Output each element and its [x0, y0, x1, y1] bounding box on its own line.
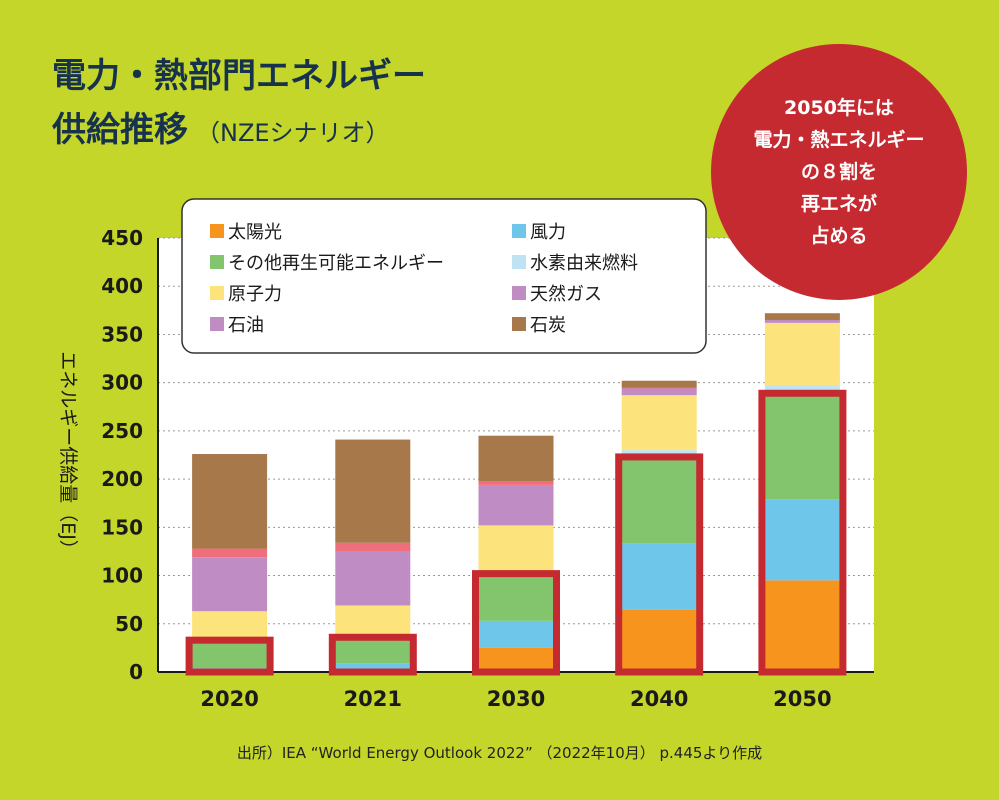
x-tick-label: 2020 — [200, 687, 258, 711]
legend-swatch — [210, 224, 224, 238]
bar-segment — [335, 542, 411, 552]
bar-segment — [478, 573, 554, 621]
bar-segment — [621, 609, 697, 672]
bar-segment — [335, 605, 411, 638]
renewable-highlight-box — [758, 389, 847, 676]
y-tick-label: 250 — [101, 419, 143, 443]
bar-segment — [764, 499, 840, 581]
bar-segment — [621, 543, 697, 610]
x-tick-label: 2030 — [487, 687, 545, 711]
y-tick-label: 150 — [101, 515, 143, 539]
bar-segment — [764, 393, 840, 500]
source-note: 出所）IEA “World Energy Outlook 2022” （2022… — [236, 744, 763, 762]
x-tick-label: 2021 — [344, 687, 402, 711]
legend-label: 水素由来燃料 — [530, 253, 638, 274]
bar-segment — [192, 557, 268, 612]
y-tick-label: 200 — [101, 467, 143, 491]
legend-label: 風力 — [530, 222, 566, 243]
y-tick-label: 450 — [101, 226, 143, 250]
renewable-highlight-box — [185, 636, 274, 676]
bar-segment — [764, 319, 840, 323]
bar-segment — [764, 313, 840, 320]
bar-segment — [335, 551, 411, 606]
legend-label: その他再生可能エネルギー — [228, 253, 444, 274]
bar-segment — [478, 647, 554, 672]
callout-badge-text: 2050年には 電力・熱エネルギー の８割を 再エネが 占める — [753, 97, 925, 247]
chart-title-line1: 電力・熱部門エネルギー — [52, 56, 426, 96]
legend-label: 天然ガス — [530, 284, 602, 305]
bar-segment — [478, 484, 554, 526]
legend-swatch — [512, 317, 526, 331]
y-tick-label: 0 — [129, 660, 143, 684]
y-tick-label: 100 — [101, 564, 143, 588]
y-tick-label: 50 — [115, 612, 143, 636]
bar-segment — [621, 395, 697, 451]
bar-segment — [764, 580, 840, 672]
chart-title-line2: 供給推移 （NZEシナリオ） — [52, 102, 390, 151]
legend-box — [181, 198, 707, 354]
bar-segment — [621, 388, 697, 396]
renewable-highlight-box — [615, 453, 704, 676]
renewable-highlight-box — [472, 570, 560, 676]
legend-swatch — [210, 286, 224, 300]
bar-segment — [621, 380, 697, 388]
bar-segment — [192, 454, 268, 549]
bar-segment — [478, 435, 554, 482]
bar-segment — [478, 525, 554, 574]
bar-segment — [335, 663, 411, 671]
bar-segment — [621, 456, 697, 544]
legend-swatch — [512, 255, 526, 269]
renewable-highlight-box — [328, 633, 417, 676]
legend-label: 原子力 — [228, 284, 282, 305]
bar-segment — [478, 481, 554, 485]
y-axis-label: エネルギー供給量（EJ） — [57, 351, 79, 559]
bar-segment — [335, 637, 411, 664]
legend-swatch — [512, 224, 526, 238]
bar-segment — [764, 322, 840, 386]
bar-segment — [478, 620, 554, 648]
y-tick-label: 350 — [101, 322, 143, 346]
legend-label: 石炭 — [530, 315, 566, 336]
x-tick-label: 2050 — [773, 687, 831, 711]
bar-segment — [192, 640, 268, 669]
x-tick-label: 2040 — [630, 687, 688, 711]
bar-segment — [621, 387, 697, 389]
bar-segment — [764, 385, 840, 394]
chart-title-line2-main: 供給推移 — [52, 110, 188, 150]
bar-segment — [192, 611, 268, 641]
legend-swatch — [210, 317, 224, 331]
callout-badge: 2050年には 電力・熱エネルギー の８割を 再エネが 占める — [711, 44, 967, 300]
y-tick-label: 400 — [101, 274, 143, 298]
legend-label: 石油 — [228, 315, 264, 336]
legend-label: 太陽光 — [228, 222, 282, 243]
bar-segment — [335, 439, 411, 543]
legend-swatch — [512, 286, 526, 300]
bar-segment — [192, 548, 268, 558]
legend-swatch — [210, 255, 224, 269]
chart-subtitle: （NZEシナリオ） — [196, 119, 390, 147]
y-tick-label: 300 — [101, 371, 143, 395]
